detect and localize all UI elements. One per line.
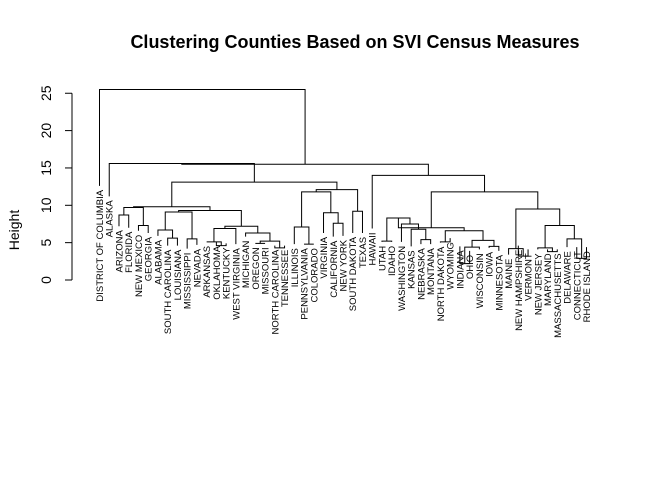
dendrogram-branch bbox=[181, 163, 429, 176]
dendrogram-branch bbox=[178, 210, 242, 227]
dendrogram-branch bbox=[381, 240, 393, 242]
dendrogram-branch bbox=[488, 245, 500, 251]
leaf-label: IOWA bbox=[485, 251, 496, 277]
leaf-labels: DISTRICT OF COLUMBIAALASKAARIZONAFLORIDA… bbox=[95, 189, 593, 338]
leaf-label: OREGON bbox=[251, 247, 262, 289]
leaf-label: NEW HAMPSHIRE bbox=[514, 250, 525, 331]
y-axis: 0 5 10 15 20 25 bbox=[38, 85, 73, 284]
leaf-label: MARYLAND bbox=[543, 253, 554, 306]
leaf-label: KENTUCKY bbox=[222, 247, 233, 299]
leaf-label: CONNECTICUT bbox=[572, 251, 583, 320]
leaf-label: NORTH DAKOTA bbox=[436, 246, 447, 321]
dendrogram-branch bbox=[108, 162, 255, 197]
leaf-label: SOUTH CAROLINA bbox=[163, 249, 174, 334]
leaf-label: NORTH CAROLINA bbox=[270, 249, 281, 334]
dendrogram-branch bbox=[245, 232, 271, 242]
leaf-label: RHODE ISLAND bbox=[582, 251, 593, 322]
dendrogram-branches bbox=[99, 89, 587, 265]
dendrogram-branch bbox=[537, 247, 553, 252]
leaf-label: MAINE bbox=[504, 259, 515, 289]
dendrogram-branch bbox=[332, 222, 344, 237]
leaf-label: HAWAII bbox=[368, 232, 379, 265]
leaf-label: WISCONSIN bbox=[475, 253, 486, 308]
dendrogram-branch bbox=[315, 189, 359, 212]
dendrogram-branch bbox=[420, 239, 432, 245]
leaf-label: GEORGIA bbox=[144, 236, 155, 281]
dendrogram-branch bbox=[301, 191, 332, 227]
leaf-label: MINNESOTA bbox=[494, 254, 505, 310]
leaf-label: DELAWARE bbox=[563, 251, 574, 304]
leaf-label: KANSAS bbox=[407, 250, 418, 289]
leaf-label: VIRGINIA bbox=[319, 236, 330, 278]
leaf-label: ILLINOIS bbox=[290, 248, 301, 287]
dendrogram-branch bbox=[544, 224, 575, 248]
leaf-label: SOUTH DAKOTA bbox=[348, 236, 359, 311]
leaf-label: IDAHO bbox=[387, 246, 398, 276]
leaf-label: CALIFORNIA bbox=[329, 240, 340, 298]
leaf-label: NEW JERSEY bbox=[533, 253, 544, 315]
y-tick-label: 10 bbox=[38, 197, 54, 213]
leaf-label: UTAH bbox=[377, 246, 388, 271]
chart-title: Clustering Counties Based on SVI Census … bbox=[130, 32, 579, 52]
dendrogram-branch bbox=[157, 229, 174, 239]
y-tick-label: 5 bbox=[38, 239, 54, 247]
dendrogram-branch bbox=[293, 226, 310, 245]
y-tick-label: 0 bbox=[38, 276, 54, 284]
leaf-label: NEBRASKA bbox=[416, 247, 427, 299]
dendrogram-branch bbox=[410, 228, 427, 247]
leaf-label: MONTANA bbox=[426, 247, 437, 294]
dendrogram-branch bbox=[430, 191, 539, 228]
leaf-label: PENNSYLVANIA bbox=[300, 247, 311, 319]
leaf-label: DISTRICT OF COLUMBIA bbox=[95, 189, 106, 301]
leaf-label: LOUISIANA bbox=[173, 249, 184, 300]
leaf-label: OKLAHOMA bbox=[212, 245, 223, 300]
leaf-label: TEXAS bbox=[358, 237, 369, 268]
leaf-label: MISSISSIPPI bbox=[183, 253, 194, 310]
leaf-label: NEW YORK bbox=[339, 239, 350, 291]
y-tick-label: 20 bbox=[38, 123, 54, 139]
dendrogram-branch bbox=[224, 225, 259, 233]
leaf-label: MISSOURI bbox=[261, 247, 272, 294]
leaf-label: NEVADA bbox=[192, 248, 203, 287]
leaf-label: ARIZONA bbox=[114, 230, 125, 273]
dendrogram-branch bbox=[118, 214, 130, 228]
leaf-label: FLORIDA bbox=[124, 231, 135, 273]
y-tick-label: 15 bbox=[38, 160, 54, 176]
dendrogram-branch bbox=[123, 207, 144, 226]
dendrogram-branch bbox=[206, 241, 222, 246]
leaf-label: OHIO bbox=[465, 255, 476, 279]
dendrogram-branch bbox=[515, 208, 561, 249]
dendrogram-branch bbox=[186, 238, 198, 249]
leaf-label: TENNESSEE bbox=[280, 250, 291, 308]
dendrogram-branch bbox=[137, 224, 149, 233]
dendrogram-branch bbox=[167, 237, 178, 246]
leaf-label: ALABAMA bbox=[153, 239, 164, 285]
leaf-label: VERMONT bbox=[524, 253, 535, 301]
dendrogram-branch bbox=[371, 174, 486, 229]
leaf-label: WYOMING bbox=[446, 242, 457, 290]
dendrogram-branch bbox=[352, 210, 363, 233]
dendrogram-branch bbox=[171, 181, 338, 207]
dendrogram-branch bbox=[164, 211, 193, 239]
dendrogram-branch bbox=[400, 223, 419, 242]
y-axis-label: Height bbox=[6, 210, 22, 251]
leaf-label: WASHINGTON bbox=[397, 246, 408, 311]
leaf-label: INDIANA bbox=[455, 250, 466, 289]
leaf-label: MASSACHUSETTS bbox=[553, 253, 564, 337]
dendrogram-branch bbox=[133, 206, 211, 211]
leaf-label: NEW MEXICO bbox=[134, 235, 145, 297]
dendrogram-branch bbox=[99, 89, 306, 186]
y-tick-label: 25 bbox=[38, 85, 54, 101]
leaf-label: COLORADO bbox=[309, 248, 320, 302]
leaf-label: MICHIGAN bbox=[241, 241, 252, 289]
leaf-label: ALASKA bbox=[105, 200, 116, 238]
dendrogram-branch bbox=[259, 240, 281, 248]
leaf-label: ARKANSAS bbox=[202, 246, 213, 298]
leaf-label: WEST VIRGINIA bbox=[231, 247, 242, 319]
